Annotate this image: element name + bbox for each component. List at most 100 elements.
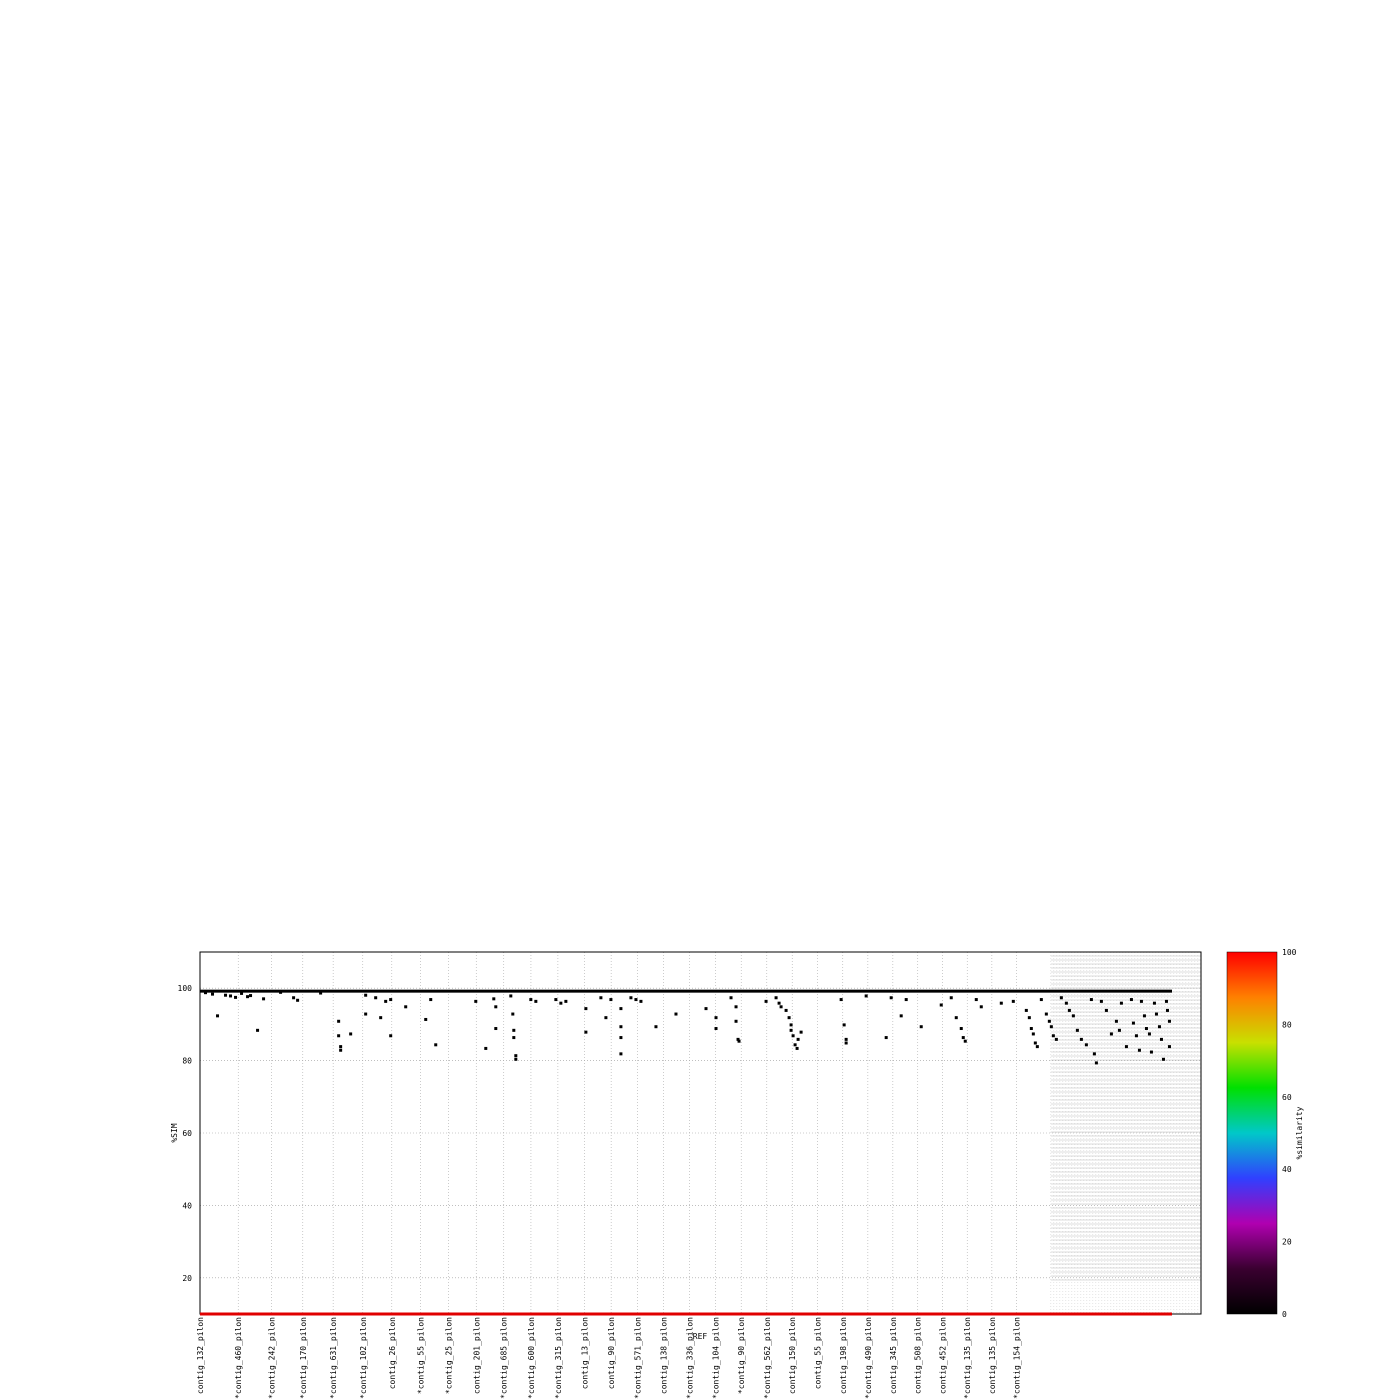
data-point [604,1016,608,1020]
data-point [1071,1014,1075,1018]
data-point [514,1054,518,1058]
data-point [1154,1012,1158,1016]
x-tick-label: *contig_685_pilon [500,1317,509,1399]
data-point [639,999,643,1003]
data-point [737,1039,741,1043]
data-point [1167,1019,1171,1023]
data-point [512,1036,516,1040]
data-point [319,991,323,995]
data-point [1139,999,1143,1003]
data-point [979,1005,983,1009]
data-point [1114,1019,1118,1023]
data-point [296,998,300,1002]
data-point [789,1023,793,1027]
data-point [619,1007,623,1011]
data-point [1033,1041,1037,1045]
x-tick-label: *contig_25_pilon [444,1317,453,1394]
data-point [1059,996,1063,1000]
y-tick-label: 20 [182,1274,192,1283]
data-point [511,1012,515,1016]
data-point [211,992,215,996]
x-tick-label: *contig_90_pilon [737,1317,746,1394]
data-point [1047,1019,1051,1023]
colorbar-tick-label: 100 [1282,948,1297,957]
data-point [1099,999,1103,1003]
data-point [1079,1037,1083,1041]
data-point [784,1008,788,1012]
data-point [889,996,893,1000]
data-point [1054,1037,1058,1041]
x-tick-label: contig_26_pilon [388,1317,397,1389]
data-point [514,1057,518,1061]
data-point [494,1027,498,1031]
data-point [954,1016,958,1020]
colorbar-tick-label: 40 [1282,1165,1292,1174]
data-point [1152,1001,1156,1005]
data-point [389,998,393,1002]
data-point [1051,1034,1055,1038]
colorbar [1226,951,1278,1315]
data-points [200,989,1172,1065]
data-point [512,1028,516,1032]
data-point [1144,1027,1148,1031]
data-point [1149,1050,1153,1054]
data-point [734,1019,738,1023]
data-point [793,1043,797,1047]
data-point [1049,1025,1053,1029]
x-tick-label: contig_452_pilon [939,1317,948,1394]
colorbar-tick-label: 0 [1282,1310,1287,1319]
data-point [494,1005,498,1009]
data-point [796,1037,800,1041]
data-point [349,1032,353,1036]
data-point [337,1034,341,1038]
x-axis-labels: contig_132_pilon *contig_460_pilon *contig… [196,1317,1021,1399]
data-point [799,1030,803,1034]
data-point [389,1034,393,1038]
data-point [787,1016,791,1020]
data-point [899,1014,903,1018]
data-point [249,994,253,998]
data-point [1104,1008,1108,1012]
data-point [229,994,233,998]
data-point [564,999,568,1003]
data-point [1031,1032,1035,1036]
data-point [791,1034,795,1038]
data-point [1064,1001,1068,1005]
x-tick-label: contig_132_pilon [196,1317,205,1394]
data-point [729,996,733,1000]
data-point [1124,1045,1128,1049]
data-point [774,996,778,1000]
data-point [529,998,533,1002]
colorbar-tick-label: 20 [1282,1238,1292,1247]
data-point [216,1014,220,1018]
y-axis-ticks: 20 40 60 80 100 [178,984,193,1283]
data-point [1159,1037,1163,1041]
data-point [904,998,908,1002]
data-point [1067,1008,1071,1012]
data-point [554,998,558,1002]
x-tick-label: *contig_460_pilon [234,1317,243,1399]
x-tick-label: contig_508_pilon [914,1317,923,1394]
x-tick-label: *contig_104_pilon [712,1317,721,1399]
x-tick-label: contig_135_pilon [988,1317,997,1394]
colorbar-ticks: 0 20 40 60 80 100 [1282,948,1297,1319]
x-tick-label: contig_55_pilon [814,1317,823,1389]
data-point [999,1001,1003,1005]
data-point [1039,998,1043,1002]
data-point [764,999,768,1003]
data-point [1035,1045,1039,1049]
x-tick-label: *contig_170_pilon [299,1317,308,1399]
data-point [234,995,238,999]
colorbar-tick-label: 80 [1282,1020,1292,1029]
data-point [1129,998,1133,1002]
data-point [1084,1043,1088,1047]
data-point [364,993,368,997]
data-point [292,996,296,1000]
data-point [337,1019,341,1023]
data-point [714,1027,718,1031]
data-point [1147,1032,1151,1036]
data-point [789,1028,793,1032]
data-point [974,998,978,1002]
data-point [1131,1021,1135,1025]
